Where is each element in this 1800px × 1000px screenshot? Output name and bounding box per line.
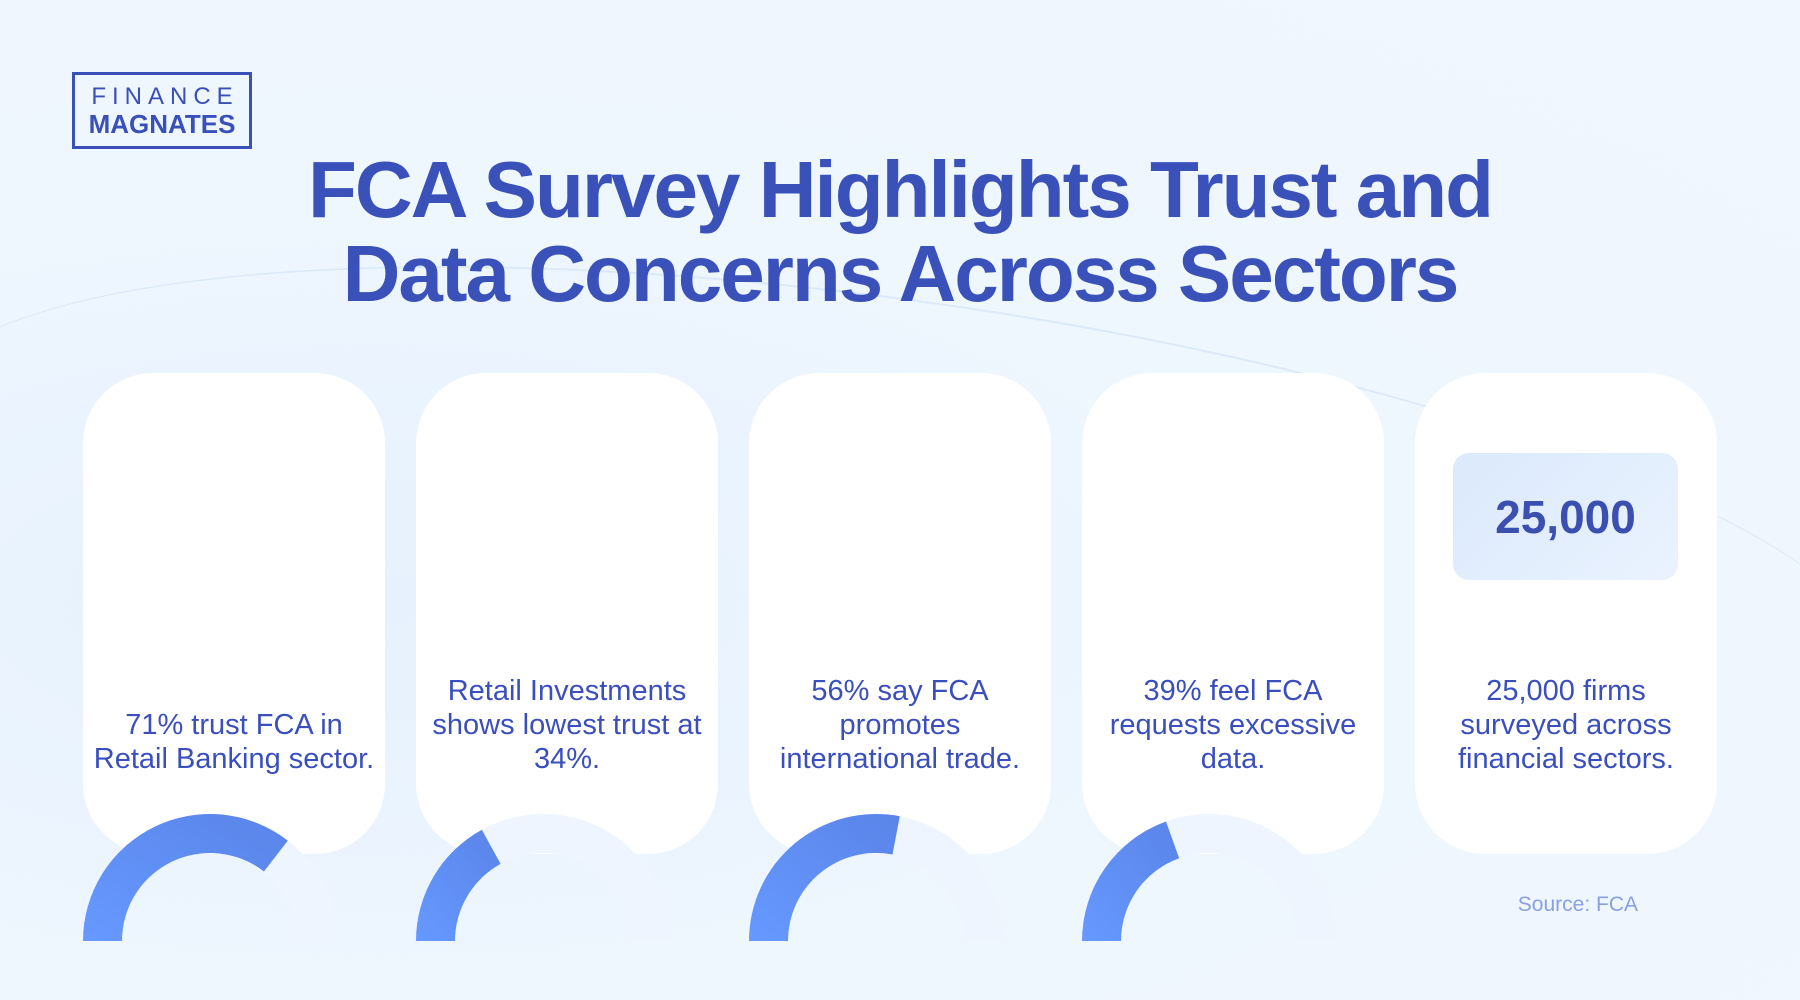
stat-card-excessive-data: 39% feel FCA requests excessive data. — [1082, 373, 1384, 941]
firms-count: 25,000 — [1453, 453, 1678, 580]
card-description: 39% feel FCA requests excessive data. — [1109, 675, 1357, 775]
card-description: 71% trust FCA in Retail Banking sector. — [93, 709, 375, 775]
stat-card-international-trade: 56% say FCA promotes international trade… — [749, 373, 1051, 941]
gauge-chart — [83, 814, 337, 941]
stat-card-firms-surveyed: 25,000 25,000 firms surveyed across fina… — [1415, 373, 1717, 854]
title-line-2: Data Concerns Across Sectors — [342, 229, 1460, 318]
finance-magnates-logo: FINANCE MAGNATES — [72, 72, 252, 149]
gauge-fill — [416, 829, 501, 941]
card-description: 56% say FCA promotes international trade… — [779, 675, 1021, 775]
logo-line-1: FINANCE — [91, 82, 239, 110]
gauge-track — [481, 814, 670, 941]
gauge-chart — [749, 814, 1003, 941]
gauge-chart — [1082, 814, 1336, 941]
gauge-fill — [749, 814, 900, 941]
title-line-1: FCA Survey Highlights Trust and — [307, 145, 1494, 234]
gauge-fill — [1082, 821, 1180, 941]
gauge-fill — [83, 814, 288, 941]
card-description: Retail Investments shows lowest trust at… — [432, 675, 702, 775]
logo-line-2: MAGNATES — [88, 108, 236, 139]
page-title: FCA Survey Highlights Trust and Data Con… — [0, 148, 1800, 316]
card-description: 25,000 firms surveyed across financial s… — [1458, 675, 1674, 775]
source-note: Source: FCA — [1517, 893, 1638, 916]
gauge-chart — [416, 814, 670, 941]
gauge-track — [892, 816, 1003, 941]
gauge-track — [263, 840, 337, 941]
gauge-track — [1165, 814, 1336, 941]
stat-card-retail-banking: 71% trust FCA in Retail Banking sector. — [83, 373, 385, 941]
stat-card-retail-investments: Retail Investments shows lowest trust at… — [416, 373, 718, 941]
